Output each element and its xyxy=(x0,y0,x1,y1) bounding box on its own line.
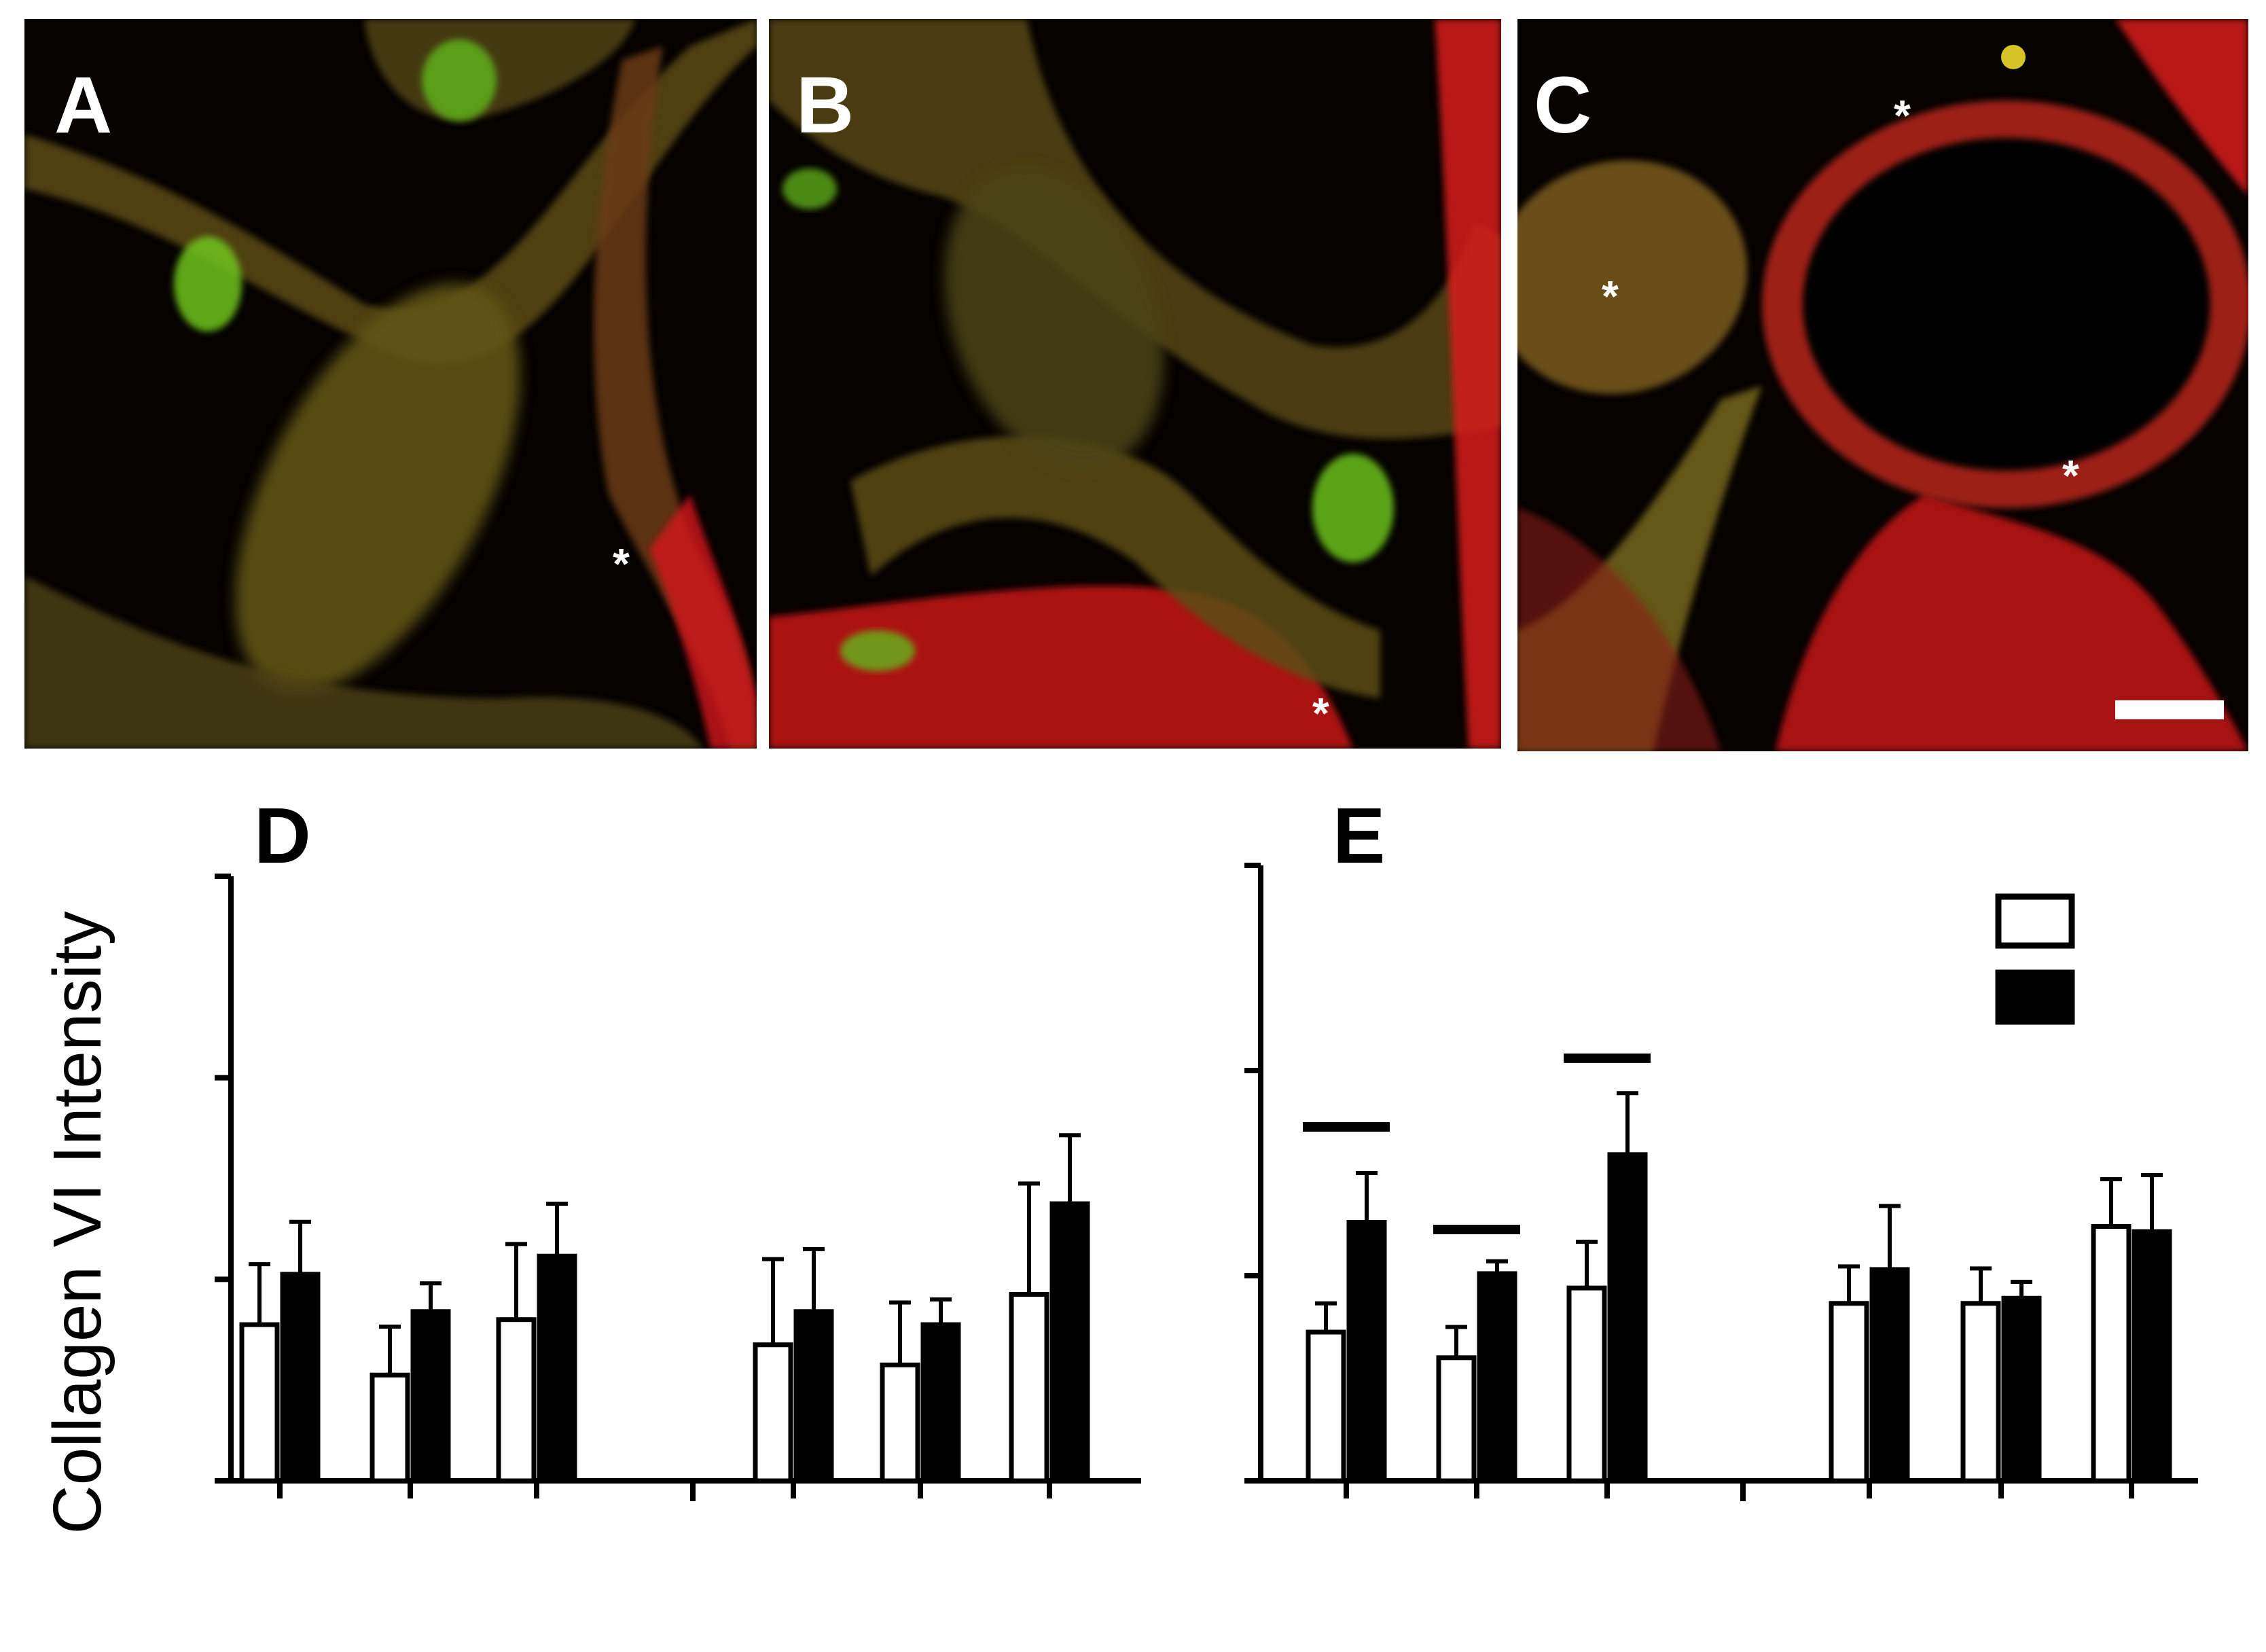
panel-label-e: E xyxy=(1333,791,1385,880)
asterisk-marker: * xyxy=(1602,272,1619,321)
panel-label-b: B xyxy=(796,60,855,150)
bar-otb xyxy=(1346,1219,1387,1484)
bar-otb xyxy=(1049,1201,1090,1484)
micrograph-panel-a: A * xyxy=(24,19,757,749)
asterisk-marker: * xyxy=(2062,451,2079,500)
chart-d-upstream: D xyxy=(215,791,1141,1501)
bar-otb xyxy=(1869,1267,1910,1484)
bar-otb xyxy=(280,1272,321,1484)
panel-label-a: A xyxy=(54,60,113,150)
legend-swatch-sham xyxy=(1995,893,2075,949)
bar-sham xyxy=(1009,1292,1049,1484)
micrograph-c-image xyxy=(1517,19,2248,751)
bar-sham xyxy=(753,1342,793,1484)
scale-bar xyxy=(2115,700,2224,719)
bar-sham xyxy=(1566,1285,1607,1484)
asterisk-marker: * xyxy=(1894,91,1911,140)
bar-sham xyxy=(239,1322,280,1484)
micrograph-b-image xyxy=(769,19,1501,749)
bar-sham xyxy=(2091,1224,2132,1484)
bar-sham xyxy=(496,1317,537,1484)
bar-otb xyxy=(1607,1152,1648,1484)
bar-sham xyxy=(1306,1329,1346,1484)
legend xyxy=(1995,893,2075,1025)
panel-label-d: D xyxy=(254,791,311,880)
bar-otb xyxy=(1477,1271,1517,1484)
y-axis-label: Collagen VI Intensity xyxy=(39,911,115,1534)
bar-sham xyxy=(370,1372,410,1484)
bar-otb xyxy=(2001,1295,2042,1484)
asterisk-marker: * xyxy=(2198,750,2215,751)
bar-otb xyxy=(920,1322,961,1484)
micrograph-panel-b: B * xyxy=(769,19,1501,749)
bar-sham xyxy=(1960,1301,2001,1484)
asterisk-marker: * xyxy=(613,539,630,588)
bar-sham xyxy=(1436,1355,1477,1484)
bar-sham xyxy=(1829,1301,1869,1484)
asterisk-marker: * xyxy=(1312,689,1329,738)
bar-sham xyxy=(880,1362,920,1484)
legend-swatch-otb xyxy=(1995,969,2075,1025)
bar-otb xyxy=(2132,1229,2172,1484)
bar-otb xyxy=(793,1309,834,1484)
chart-e-downstream: E xyxy=(1244,791,2198,1501)
micrograph-a-image xyxy=(24,19,757,749)
panel-label-c: C xyxy=(1534,60,1592,150)
bar-otb xyxy=(410,1309,451,1484)
micrograph-panel-c: C * * * * xyxy=(1517,19,2248,751)
bar-otb xyxy=(537,1253,577,1484)
